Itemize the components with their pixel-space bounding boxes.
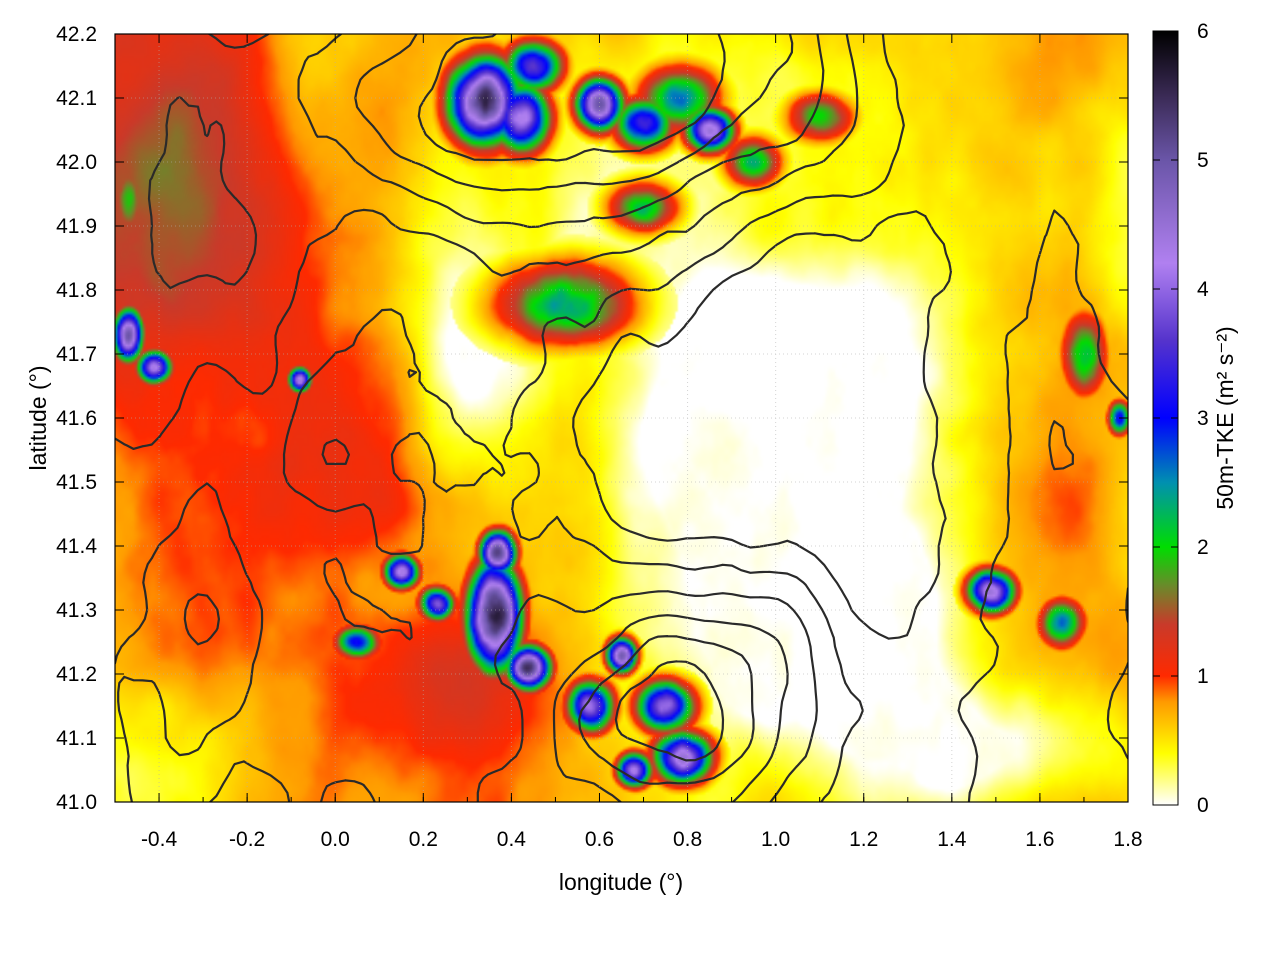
plot-area xyxy=(115,34,1128,802)
x-tick-label: -0.2 xyxy=(229,828,265,851)
contour-line-3 xyxy=(147,34,825,802)
y-axis-ticks: 41.0 41.1 41.2 41.3 41.4 41.5 41.6 41.7 41.8 41.9… xyxy=(56,23,1128,814)
colorbar-tick-label: 4 xyxy=(1197,278,1209,301)
colorbar: 0 1 2 3 4 5 6 50m-TKE (m² s⁻²) xyxy=(1152,20,1238,817)
colorbar-tick-label: 3 xyxy=(1197,407,1209,430)
x-tick-label: 1.2 xyxy=(849,828,878,851)
y-tick-label: 41.0 xyxy=(56,791,97,814)
y-tick-label: 41.7 xyxy=(56,343,97,366)
tke-field-image xyxy=(115,34,1128,802)
colorbar-tick-label: 5 xyxy=(1197,149,1209,172)
colorbar-tick-label: 1 xyxy=(1197,665,1209,688)
x-tick-label: 0.2 xyxy=(409,828,438,851)
colorbar-tick-label: 0 xyxy=(1197,794,1209,817)
y-tick-label: 41.3 xyxy=(56,599,97,622)
contour-line-2 xyxy=(115,34,1074,802)
y-tick-label: 41.5 xyxy=(56,471,97,494)
colorbar-title: 50m-TKE (m² s⁻²) xyxy=(1212,326,1238,509)
terrain-contours xyxy=(115,34,1128,802)
x-axis-title: longitude (°) xyxy=(559,869,683,895)
x-tick-label: 0.4 xyxy=(497,828,527,851)
y-tick-label: 41.8 xyxy=(56,279,97,302)
x-tick-label: -0.4 xyxy=(141,828,178,851)
x-tick-label: 1.8 xyxy=(1113,828,1142,851)
y-tick-label: 42.1 xyxy=(56,87,97,110)
y-tick-label: 42.2 xyxy=(56,23,97,46)
y-tick-label: 42.0 xyxy=(56,151,97,174)
y-tick-label: 41.4 xyxy=(56,535,97,558)
x-tick-label: 0.8 xyxy=(673,828,702,851)
colorbar-tick-label: 6 xyxy=(1197,20,1209,43)
contour-line-5 xyxy=(417,34,726,762)
colorbar-tick-label: 2 xyxy=(1197,536,1209,559)
x-tick-label: 0.0 xyxy=(321,828,350,851)
y-tick-label: 41.1 xyxy=(56,727,97,750)
x-tick-label: 1.0 xyxy=(761,828,790,851)
x-tick-label: 1.6 xyxy=(1025,828,1054,851)
grid-lines xyxy=(115,34,1128,802)
y-tick-label: 41.2 xyxy=(56,663,97,686)
y-tick-label: 41.9 xyxy=(56,215,97,238)
contour-line-1 xyxy=(115,34,1128,802)
contour-line-0 xyxy=(183,210,952,646)
x-tick-label: 1.4 xyxy=(937,828,967,851)
y-axis-title: latitude (°) xyxy=(25,365,51,470)
x-axis-ticks: -0.4 -0.2 0.0 0.2 0.4 0.6 0.8 1.0 1.2 1.4 1.6 1.8 xyxy=(114,34,1143,851)
colorbar-ticks: 0 1 2 3 4 5 6 xyxy=(1153,20,1209,817)
y-tick-label: 41.6 xyxy=(56,407,97,430)
x-tick-label: 0.6 xyxy=(585,828,614,851)
